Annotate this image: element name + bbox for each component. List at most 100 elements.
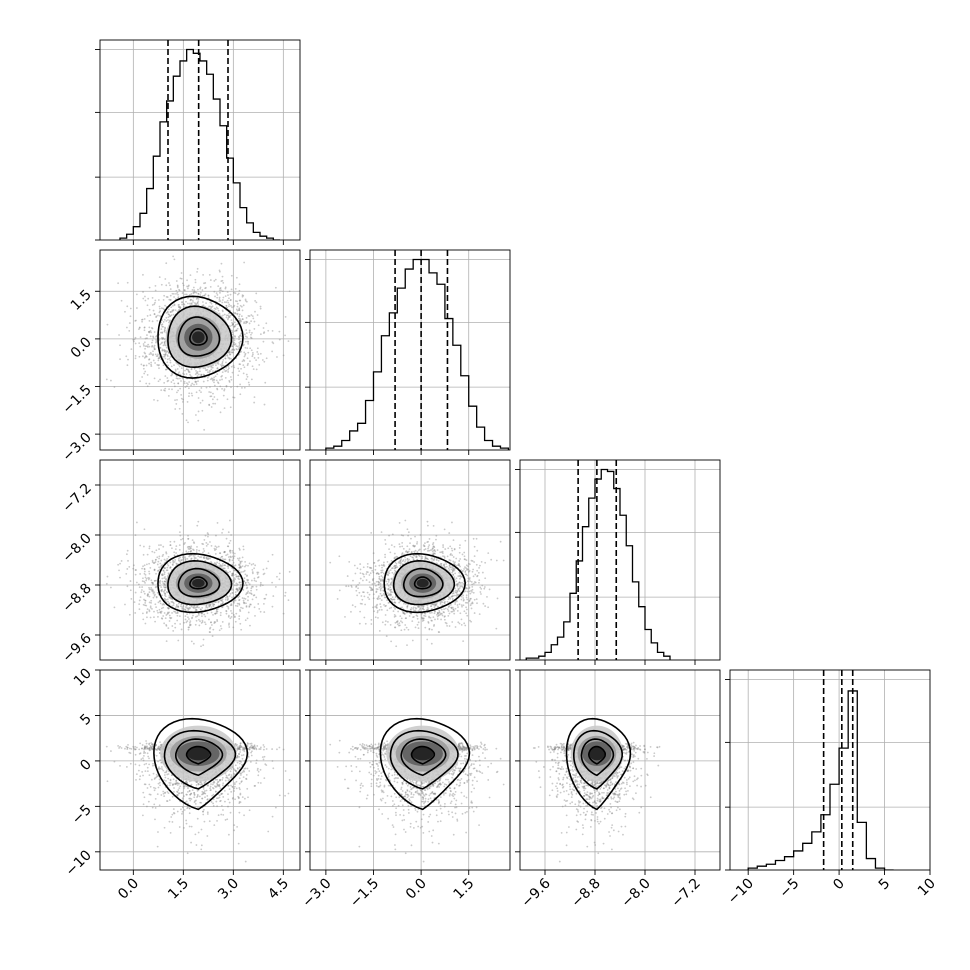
scatter-point (256, 573, 259, 575)
scatter-point (250, 314, 253, 316)
scatter-point (164, 588, 167, 591)
scatter-point (214, 402, 217, 405)
scatter-point (255, 292, 258, 295)
scatter-point (221, 606, 223, 609)
scatter-point (219, 611, 222, 614)
scatter-point (187, 607, 190, 610)
scatter-point (389, 551, 392, 554)
scatter-point (219, 557, 222, 560)
y-tick-label: 0.0 (68, 334, 95, 361)
scatter-point (201, 606, 204, 609)
scatter-point (233, 577, 236, 580)
scatter-point (232, 348, 235, 351)
scatter-point (243, 602, 245, 605)
scatter-point (165, 598, 168, 601)
scatter-point (193, 605, 196, 608)
scatter-point (179, 534, 182, 537)
scatter-point (246, 321, 249, 323)
scatter-point (457, 582, 459, 585)
scatter-point (253, 401, 256, 404)
scatter-point (463, 555, 466, 558)
scatter-point (174, 610, 177, 613)
scatter-point (217, 309, 220, 312)
scatter-point (164, 617, 167, 620)
scatter-point (234, 312, 237, 314)
scatter-point (238, 588, 241, 591)
scatter-point (353, 564, 356, 567)
scatter-point (238, 602, 241, 605)
scatter-point (185, 382, 188, 385)
scatter-point (251, 332, 253, 334)
scatter-point (159, 343, 162, 346)
scatter-point (189, 547, 192, 549)
scatter-point (199, 286, 202, 289)
scatter-point (458, 564, 460, 566)
scatter-point (167, 379, 170, 382)
scatter-point (437, 559, 440, 562)
scatter-point (148, 570, 150, 573)
scatter-point (155, 549, 158, 552)
scatter-point (238, 336, 241, 339)
scatter-point (244, 598, 247, 600)
scatter-point (164, 598, 166, 601)
scatter-point (239, 334, 242, 337)
scatter-point (193, 290, 196, 293)
scatter-point (167, 612, 170, 615)
scatter-point (228, 595, 231, 597)
scatter-point (170, 306, 173, 309)
scatter-point (210, 606, 213, 609)
y-tick-label: −8.0 (59, 531, 94, 566)
scatter-point (413, 545, 416, 548)
scatter-point (431, 550, 434, 553)
scatter-point (151, 559, 154, 562)
scatter-point (142, 553, 145, 556)
scatter-point (175, 552, 177, 554)
scatter-point (230, 609, 232, 612)
scatter-point (231, 574, 234, 576)
scatter-point (160, 586, 163, 589)
scatter-point (194, 281, 197, 284)
scatter-point (252, 562, 255, 565)
scatter-point (149, 314, 152, 317)
scatter-point (189, 302, 191, 305)
scatter-point (141, 580, 144, 583)
scatter-point (157, 569, 160, 572)
scatter-point (221, 387, 223, 390)
scatter-point (484, 577, 487, 580)
scatter-point (193, 606, 196, 609)
scatter-point (233, 349, 236, 351)
scatter-point (230, 556, 232, 559)
scatter-point (164, 353, 167, 356)
contour-line (167, 559, 233, 606)
scatter-point (158, 600, 161, 603)
scatter-point (182, 284, 185, 287)
scatter-point (392, 598, 395, 601)
scatter-point (395, 562, 398, 565)
scatter-point (161, 355, 164, 358)
scatter-point (234, 573, 237, 576)
scatter-point (194, 414, 197, 416)
scatter-point (378, 577, 381, 580)
scatter-point (180, 277, 183, 280)
scatter-point (402, 534, 405, 537)
scatter-point (226, 545, 229, 548)
scatter-point (167, 607, 170, 610)
scatter-point (152, 596, 155, 599)
scatter-point (166, 355, 169, 358)
scatter-point (234, 564, 237, 567)
scatter-point (150, 588, 153, 591)
scatter-point (388, 570, 390, 573)
scatter-point (146, 334, 148, 336)
scatter-point (172, 630, 175, 632)
scatter-point (144, 370, 147, 373)
scatter-point (213, 396, 216, 398)
scatter-point (228, 622, 230, 625)
scatter-point (143, 356, 146, 359)
scatter-point (144, 576, 147, 579)
scatter-point (191, 616, 194, 619)
scatter-point (432, 525, 435, 527)
scatter-point (228, 357, 231, 360)
scatter-point (175, 605, 178, 608)
scatter-point (192, 614, 194, 617)
scatter-point (452, 568, 455, 570)
